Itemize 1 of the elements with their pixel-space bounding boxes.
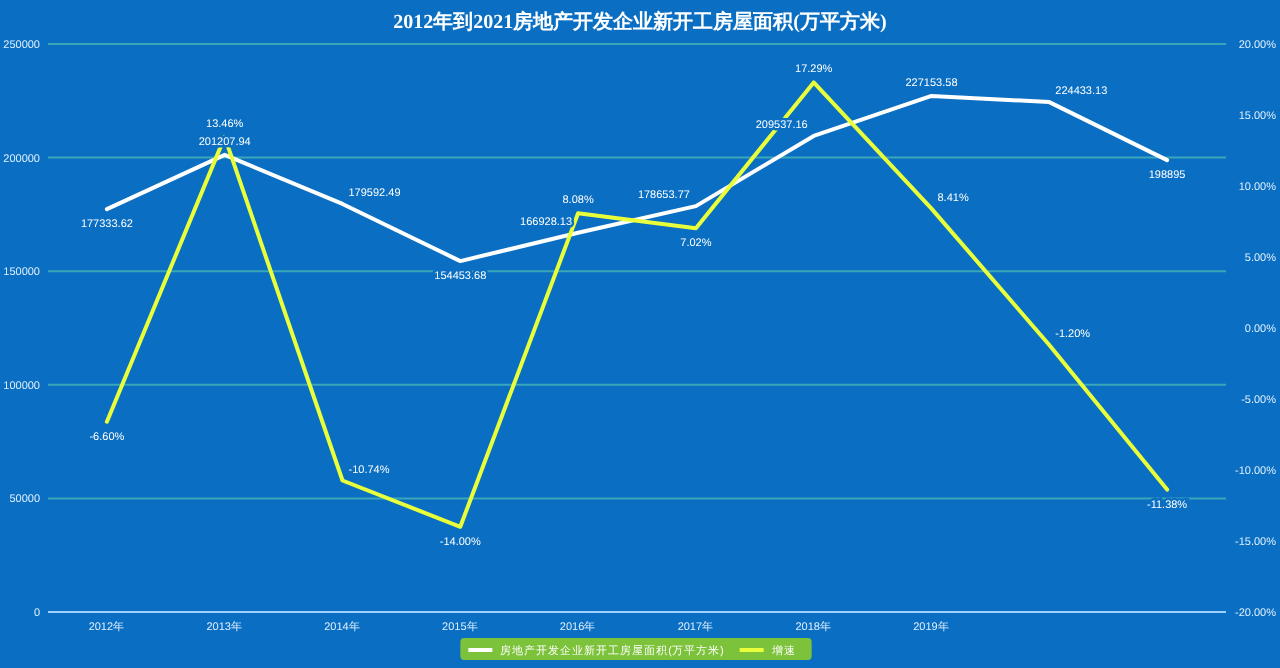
chart-title: 2012年到2021房地产开发企业新开工房屋面积(万平方米)	[393, 10, 887, 34]
